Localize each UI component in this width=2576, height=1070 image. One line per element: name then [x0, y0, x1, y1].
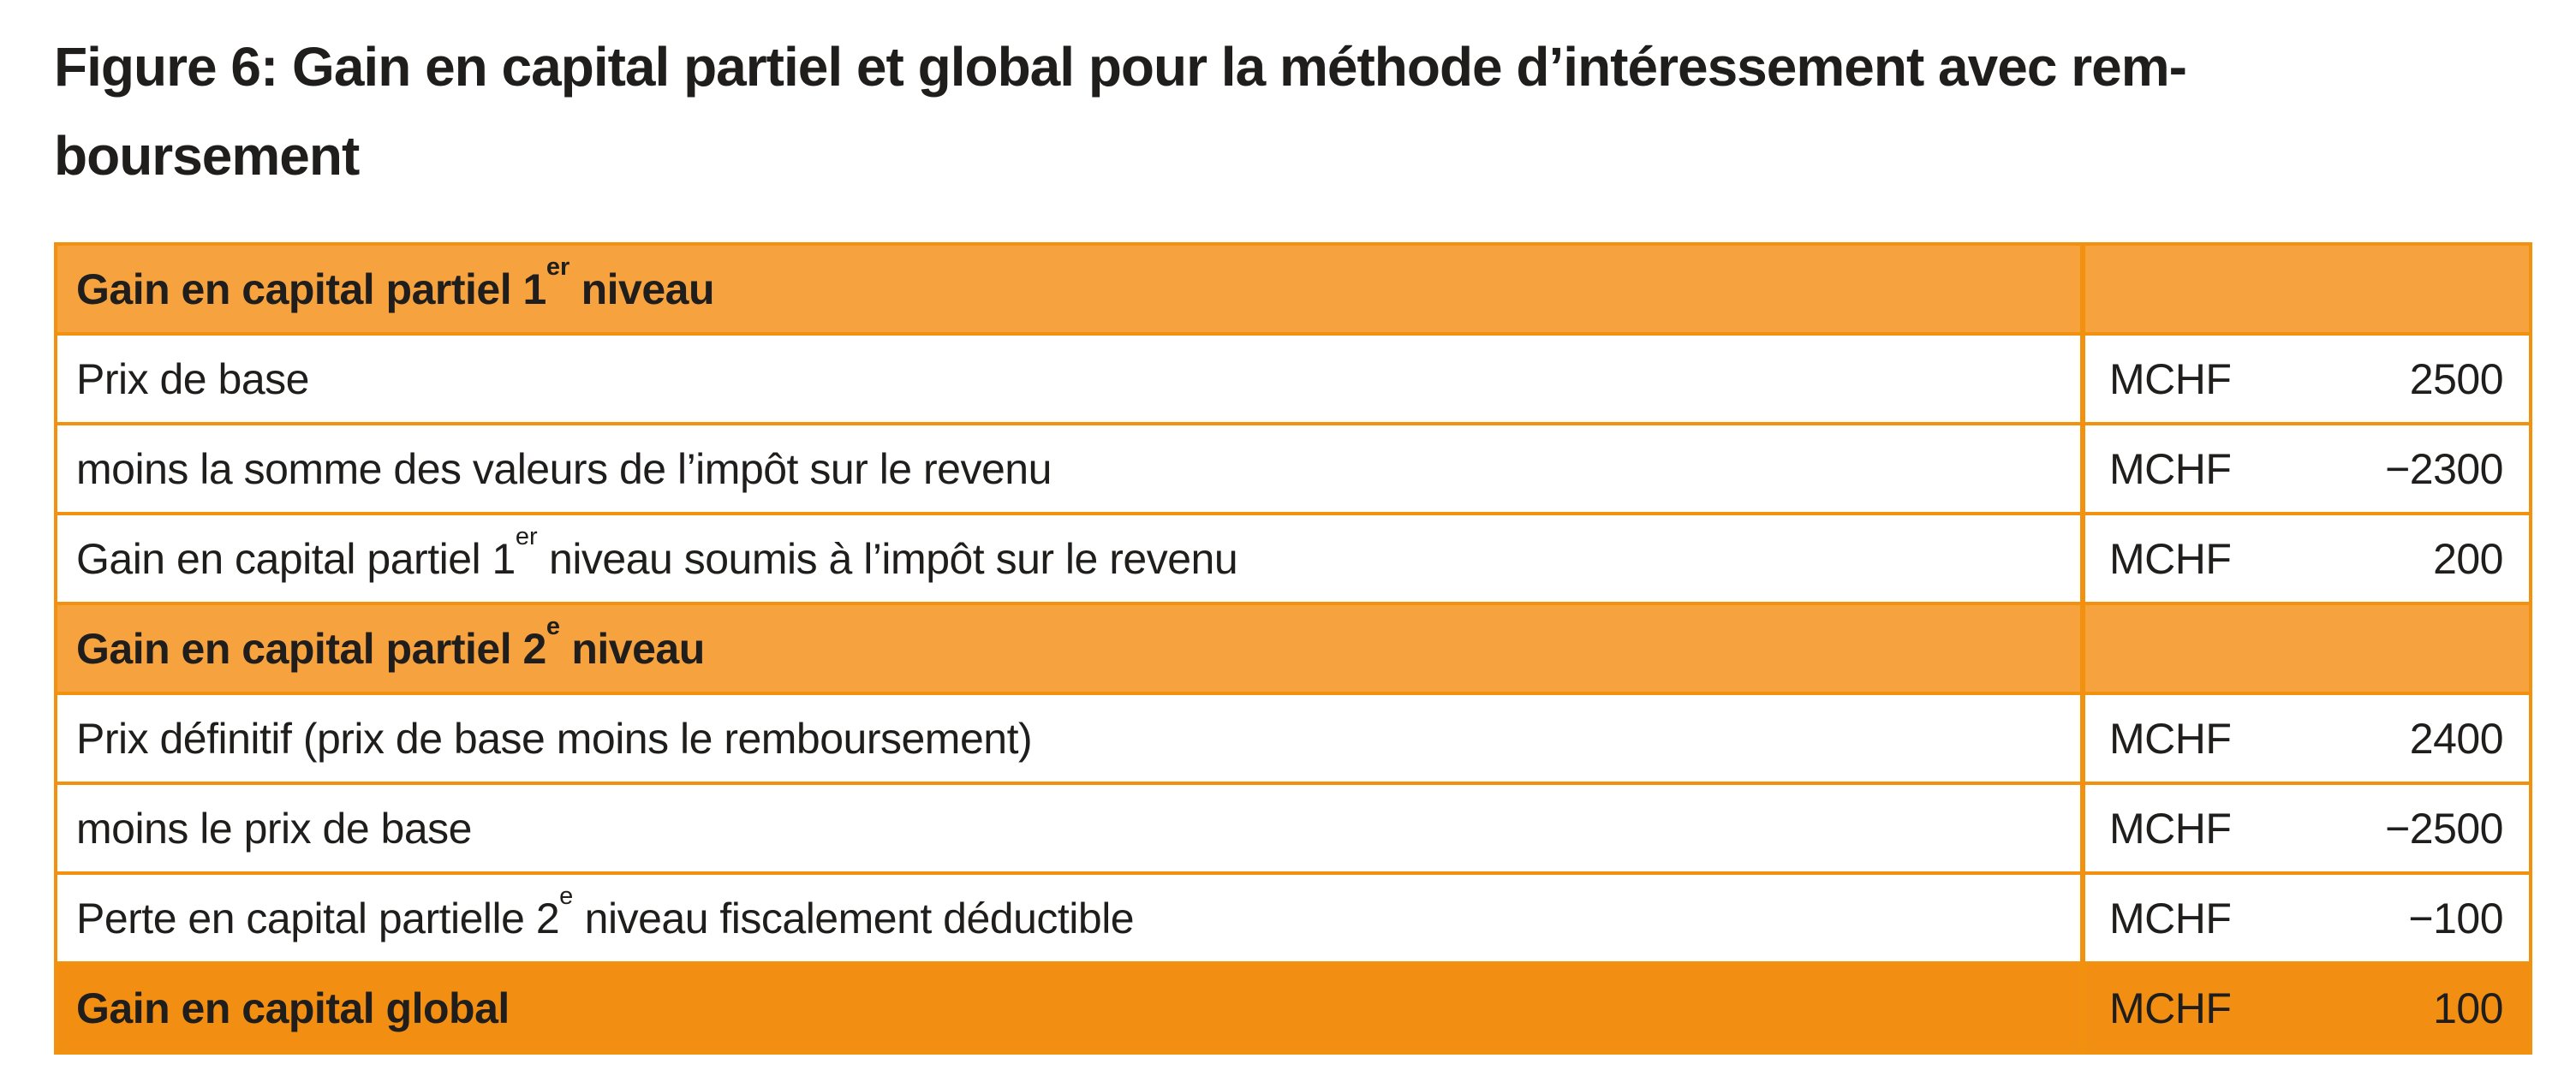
section-label-superscript: er	[546, 253, 570, 281]
table-row-prix-de-base: Prix de base MCHF 2500	[54, 332, 2532, 425]
currency-label: MCHF	[2109, 444, 2232, 493]
table-row-section-level1: Gain en capital partiel 1er niveau	[54, 242, 2532, 336]
amount-value: −2500	[2385, 804, 2503, 853]
amount-cell: MCHF −100	[2080, 871, 2532, 965]
table-row-prix-definitif: Prix définitif (prix de base moins le re…	[54, 692, 2532, 785]
capital-gain-table: Gain en capital partiel 1er niveau Prix …	[54, 242, 2532, 1055]
row-label-superscript: e	[559, 882, 574, 910]
amount-cell-empty	[2080, 242, 2532, 336]
row-label-cell: Gain en capital partiel 1er niveau soumi…	[54, 512, 2084, 605]
row-label-superscript: er	[515, 522, 538, 550]
table-row-section-level2: Gain en capital partiel 2e niveau	[54, 602, 2532, 695]
figure-title-line1: Figure 6: Gain en capital partiel et glo…	[54, 36, 2187, 98]
currency-label: MCHF	[2109, 354, 2232, 403]
table-row-perte-partielle-2e: Perte en capital partielle 2e niveau fis…	[54, 871, 2532, 965]
row-label-cell: Prix définitif (prix de base moins le re…	[54, 692, 2084, 785]
currency-label: MCHF	[2109, 984, 2232, 1032]
amount-value: −2300	[2385, 444, 2503, 493]
section-label-after: niveau	[569, 265, 715, 313]
row-label-after: niveau fiscalement déductible	[573, 894, 1135, 942]
amount-cell-empty	[2080, 602, 2532, 695]
row-label: moins le prix de base	[76, 804, 472, 853]
row-label: Prix de base	[76, 354, 309, 403]
row-label-after: niveau soumis à l’impôt sur le revenu	[537, 534, 1238, 583]
row-label: Perte en capital partielle 2	[76, 894, 560, 942]
section-label-after: niveau	[559, 624, 705, 673]
row-label-cell: Prix de base	[54, 332, 2084, 425]
amount-cell: MCHF −2500	[2080, 782, 2532, 875]
amount-cell: MCHF 200	[2080, 512, 2532, 605]
section-label: Gain en capital partiel 1	[76, 265, 546, 313]
amount-value: 2500	[2409, 354, 2504, 403]
total-label-cell: Gain en capital global	[54, 961, 2084, 1055]
currency-label: MCHF	[2109, 894, 2232, 942]
amount-value: 100	[2433, 984, 2503, 1032]
table-row-gain-partiel-1er-soumis: Gain en capital partiel 1er niveau soumi…	[54, 512, 2532, 605]
amount-cell: MCHF −2300	[2080, 422, 2532, 515]
currency-label: MCHF	[2109, 534, 2232, 583]
row-label: Gain en capital partiel 1	[76, 534, 516, 583]
amount-cell: MCHF 2400	[2080, 692, 2532, 785]
row-label-cell: Perte en capital partielle 2e niveau fis…	[54, 871, 2084, 965]
amount-cell: MCHF 2500	[2080, 332, 2532, 425]
table-row-moins-somme-impot: moins la somme des valeurs de l’impôt su…	[54, 422, 2532, 515]
table-row-moins-prix-de-base: moins le prix de base MCHF −2500	[54, 782, 2532, 875]
section-header-cell: Gain en capital partiel 1er niveau	[54, 242, 2084, 336]
row-label-cell: moins la somme des valeurs de l’impôt su…	[54, 422, 2084, 515]
figure-title-line2: boursement	[54, 125, 360, 187]
amount-value: −100	[2408, 894, 2503, 942]
section-header-cell: Gain en capital partiel 2e niveau	[54, 602, 2084, 695]
figure-title: Figure 6: Gain en capital partiel et glo…	[54, 22, 2187, 200]
table-row-gain-global: Gain en capital global MCHF 100	[54, 961, 2532, 1055]
amount-cell: MCHF 100	[2080, 961, 2532, 1055]
currency-label: MCHF	[2109, 804, 2232, 853]
amount-value: 2400	[2409, 714, 2504, 763]
total-label: Gain en capital global	[76, 984, 510, 1032]
section-label: Gain en capital partiel 2	[76, 624, 546, 673]
row-label-cell: moins le prix de base	[54, 782, 2084, 875]
row-label: moins la somme des valeurs de l’impôt su…	[76, 444, 1052, 493]
amount-value: 200	[2433, 534, 2503, 583]
currency-label: MCHF	[2109, 714, 2232, 763]
section-label-superscript: e	[546, 612, 560, 640]
row-label: Prix définitif (prix de base moins le re…	[76, 714, 1033, 763]
